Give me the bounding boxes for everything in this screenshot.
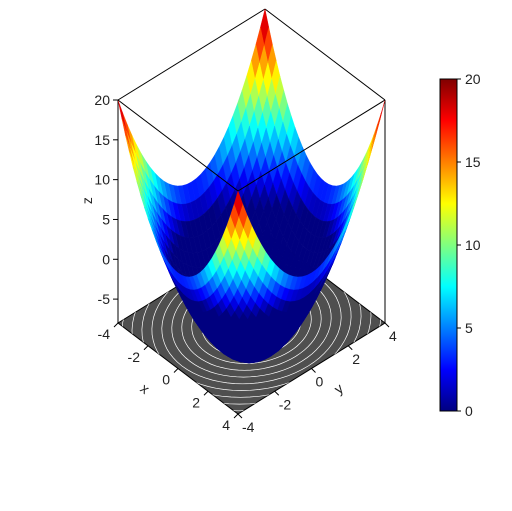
colorbar: 0 5 10 15 20: [439, 71, 481, 419]
box-edge: [117, 8, 266, 101]
box-edge: [264, 8, 386, 101]
box-edge: [117, 99, 239, 192]
colorbar-tick-label: 20: [465, 71, 481, 87]
y-tick: [274, 390, 280, 396]
z-tick-label: 10: [94, 172, 110, 188]
axis-ticks: -5 0 5 10 15 20 z -4 -2 0 2 4 x -4 -2 0 2 4 y: [79, 92, 397, 435]
y-tick-label: 2: [352, 351, 360, 367]
z-tick-label: 20: [94, 92, 110, 108]
colorbar-gradient: [439, 78, 458, 412]
x-tick-label: 2: [192, 394, 200, 410]
y-tick-label: -4: [242, 419, 255, 435]
colorbar-tick-label: 10: [465, 237, 481, 253]
y-axis-label: y: [331, 380, 346, 397]
bounding-box-front: [117, 99, 386, 192]
colorbar-tick-label: 0: [465, 403, 473, 419]
z-tick-label: 15: [94, 132, 110, 148]
x-tick-label: -4: [98, 326, 111, 342]
y-tick-label: 4: [389, 328, 397, 344]
y-tick-label: -2: [279, 396, 292, 412]
y-tick-label: 0: [316, 374, 324, 390]
x-axis-label: x: [137, 380, 152, 397]
box-edge: [237, 99, 386, 192]
y-tick: [347, 345, 353, 351]
x-tick: [233, 413, 239, 419]
x-tick: [203, 390, 209, 396]
z-tick-label: 0: [102, 251, 110, 267]
x-tick-label: 4: [222, 417, 230, 433]
y-tick: [384, 322, 390, 328]
y-tick: [237, 413, 243, 419]
z-tick-label: -5: [98, 291, 111, 307]
z-axis-label: z: [79, 197, 95, 204]
surface-facet: [117, 99, 127, 131]
colorbar-tick-label: 15: [465, 154, 481, 170]
z-tick-label: 5: [102, 211, 110, 227]
x-tick: [173, 368, 179, 373]
x-tick-label: -2: [128, 349, 141, 365]
surface-facet: [234, 190, 243, 217]
colorbar-tick-label: 5: [465, 320, 473, 336]
x-tick-label: 0: [162, 372, 170, 388]
y-tick: [311, 368, 316, 373]
x-tick: [113, 322, 119, 328]
surface-mesh: [117, 8, 386, 364]
x-tick: [143, 345, 149, 351]
